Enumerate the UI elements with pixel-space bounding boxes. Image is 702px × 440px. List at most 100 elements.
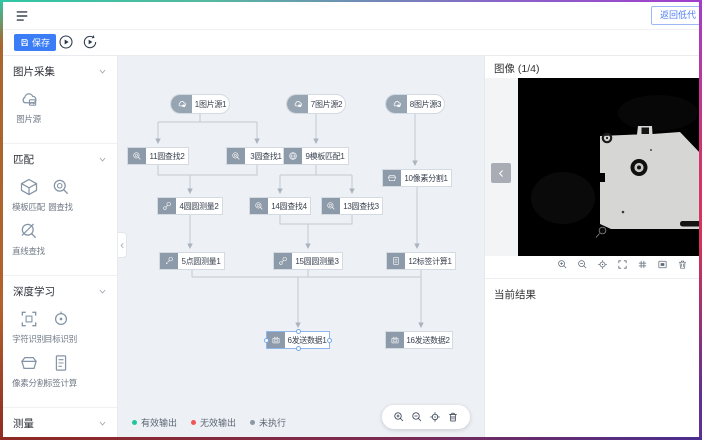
tool-label: 目标识别	[44, 334, 77, 344]
doc-calc-icon	[387, 253, 405, 269]
locate-icon[interactable]	[597, 259, 608, 270]
chevron-down-icon	[98, 155, 107, 164]
port-right[interactable]	[327, 338, 332, 343]
tool-label: 直线查找	[12, 246, 45, 256]
measure-icon	[274, 253, 292, 269]
section-title: 深度学习	[13, 286, 55, 298]
node-label: 8图片源3	[409, 99, 442, 109]
segment-icon	[383, 170, 401, 186]
tool-pixel-segment[interactable]: 像素分割	[12, 353, 45, 389]
node-circle-find-4[interactable]: 14圆查找4	[249, 197, 311, 215]
node-measure-cc-3[interactable]: 15圆圆测量3	[273, 252, 343, 270]
delete-icon[interactable]	[447, 411, 459, 423]
tool-circle-find[interactable]: 圆查找	[45, 177, 76, 213]
node-circle-find-2[interactable]: 11圆查找2	[127, 147, 189, 165]
node-label: 12标签计算1	[408, 256, 452, 266]
canvas-zoom-controls	[382, 405, 470, 429]
section-header[interactable]: 深度学习	[13, 284, 107, 299]
node-send-data-2[interactable]: 16发送数据2	[385, 331, 453, 349]
tool-ocr[interactable]: 字符识别	[12, 309, 45, 345]
delete-icon[interactable]	[677, 259, 688, 270]
image-viewer[interactable]	[485, 78, 699, 256]
node-measure-cc-2[interactable]: 4圆圆测量2	[157, 197, 223, 215]
section-header[interactable]: 匹配	[13, 152, 107, 167]
save-icon	[20, 38, 29, 47]
section-deep-learning: 深度学习 字符识别 目标识别 像素分割 标签计算	[3, 276, 117, 408]
flow-edges	[155, 114, 424, 329]
toolbar: 保存	[3, 30, 699, 56]
node-label-calc-1[interactable]: 12标签计算1	[386, 252, 456, 270]
zoom-out-icon[interactable]	[577, 259, 588, 270]
tool-object-detect[interactable]: 目标识别	[44, 309, 77, 345]
node-label: 5点圆测量1	[181, 256, 221, 266]
tool-sidebar: 图片采集 图片源 匹配 模板匹配	[3, 56, 118, 437]
node-pixel-segment-1[interactable]: 10像素分割1	[382, 169, 452, 187]
section-header[interactable]: 图片采集	[13, 64, 107, 79]
image-panel: 图像 (1/4)	[484, 56, 699, 437]
fullscreen-icon[interactable]	[617, 259, 628, 270]
port-left[interactable]	[264, 338, 269, 343]
grid-icon[interactable]	[637, 259, 648, 270]
section-header[interactable]: 测量	[13, 416, 107, 431]
node-send-data-1[interactable]: 6发送数据1	[264, 329, 332, 351]
legend-label: 有效输出	[141, 418, 178, 428]
zoom-in-icon[interactable]	[393, 411, 405, 423]
zoom-in-icon[interactable]	[557, 259, 568, 270]
zoom-out-icon[interactable]	[411, 411, 423, 423]
node-image-source-2[interactable]: 7图片源2	[286, 94, 346, 114]
cloud-image-icon	[287, 95, 308, 113]
circle-find-icon	[250, 198, 268, 214]
locate-icon[interactable]	[429, 411, 441, 423]
chevron-down-icon	[98, 419, 107, 428]
node-label: 3圆查找1	[250, 151, 282, 161]
flow-canvas[interactable]: 1图片源1 7图片源2 8图片源3 11圆查找2 3圆查找1 9模板匹配1 10…	[118, 56, 484, 437]
node-label: 4圆圆测量2	[179, 201, 219, 211]
section-image-capture: 图片采集 图片源	[3, 56, 117, 144]
node-circle-find-1[interactable]: 3圆查找1	[226, 147, 288, 165]
node-label: 7图片源2	[310, 99, 343, 109]
save-button[interactable]: 保存	[14, 34, 57, 51]
section-measure: 测量 圆圆测量 点圆测量 点点测量	[3, 408, 117, 437]
back-to-lowcode-button[interactable]: 返回低代	[650, 6, 702, 25]
legend-invalid-output: 无效输出	[191, 416, 236, 429]
node-circle-find-3[interactable]: 13圆查找3	[321, 197, 383, 215]
section-title: 图片采集	[13, 66, 55, 78]
camera-image[interactable]	[518, 78, 699, 256]
menu-icon[interactable]	[14, 9, 30, 23]
image-panel-title: 图像 (1/4)	[494, 63, 540, 75]
run-button[interactable]	[58, 34, 74, 50]
circle-find-icon	[51, 177, 71, 197]
tool-line-find[interactable]: 直线查找	[12, 221, 45, 257]
doc-calc-icon	[51, 353, 71, 373]
header-bar: 返回低代	[3, 2, 702, 30]
sidebar-collapse-tab[interactable]	[118, 232, 127, 258]
prev-image-button[interactable]	[491, 163, 511, 183]
node-image-source-3[interactable]: 8图片源3	[385, 94, 445, 114]
legend-label: 无效输出	[200, 418, 237, 428]
node-image-source-1[interactable]: 1图片源1	[170, 94, 230, 114]
node-label: 14圆查找4	[271, 201, 307, 211]
compare-icon[interactable]	[657, 259, 668, 270]
legend-valid-output: 有效输出	[132, 416, 177, 429]
chevron-down-icon	[98, 287, 107, 296]
tool-image-source[interactable]: 图片源	[13, 89, 44, 125]
node-label: 6发送数据1	[287, 335, 327, 345]
circle-find-icon	[322, 198, 340, 214]
tool-template-match[interactable]: 模板匹配	[12, 177, 45, 213]
port-bottom[interactable]	[296, 346, 301, 351]
port-top[interactable]	[296, 329, 301, 334]
segment-icon	[19, 353, 39, 373]
run-once-button[interactable]	[82, 34, 98, 50]
node-measure-pc-1[interactable]: 5点圆测量1	[159, 252, 225, 270]
tool-label-calc[interactable]: 标签计算	[44, 353, 77, 389]
target-icon	[51, 309, 71, 329]
image-toolbar	[557, 259, 688, 270]
device-icon	[267, 332, 285, 348]
line-find-icon	[19, 221, 39, 241]
cube-icon	[19, 177, 39, 197]
status-legend: 有效输出 无效输出 未执行	[132, 416, 286, 429]
node-template-match-1[interactable]: 9模板匹配1	[283, 147, 349, 165]
divider	[485, 278, 699, 279]
node-label: 10像素分割1	[404, 173, 448, 183]
